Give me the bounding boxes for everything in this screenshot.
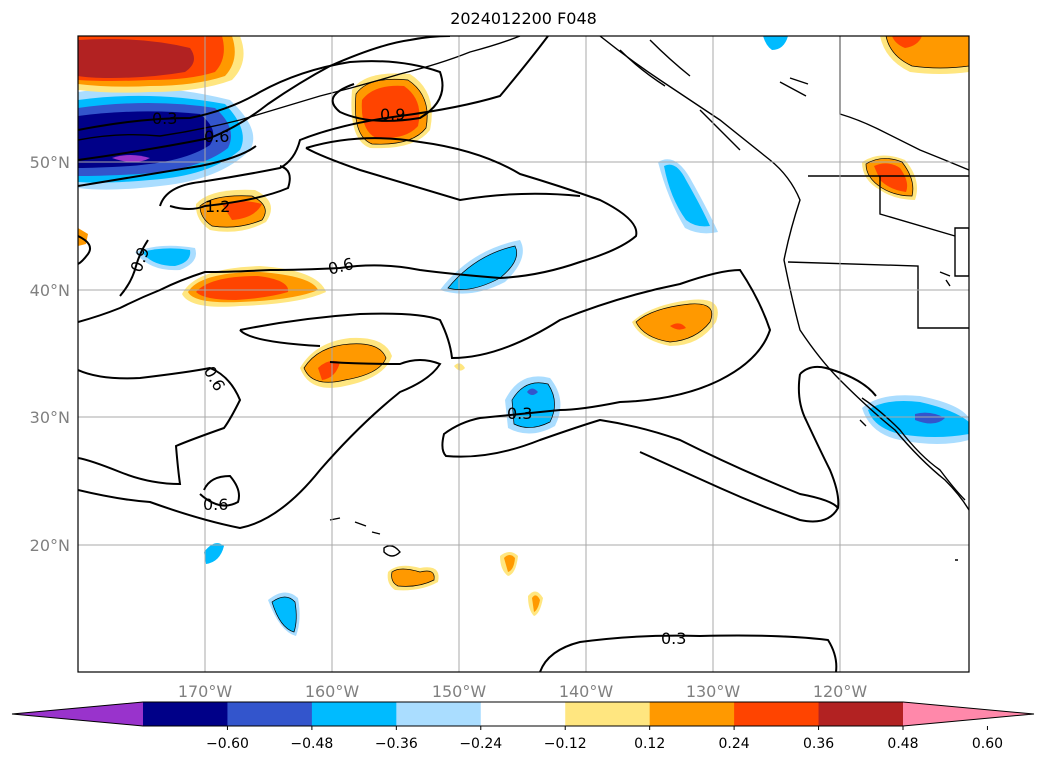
colorbar-tick-label: −0.36 — [375, 736, 418, 752]
colorbar-segment — [649, 702, 735, 726]
gridlines — [78, 36, 969, 672]
lon-label: 120°W — [813, 682, 868, 701]
colorbar-extend-high — [903, 702, 1034, 726]
colorbar: −0.60 −0.48 −0.36 −0.24 −0.12 0.12 0.24 0.36 0.4… — [11, 701, 1035, 752]
contour-label: 0.3 — [507, 404, 532, 423]
contour-outlines-thin — [199, 36, 969, 633]
colorbar-tick-label: −0.48 — [290, 736, 333, 752]
colorbar-tick-label: −0.24 — [459, 736, 502, 752]
map-frame — [77, 35, 970, 673]
lon-label: 160°W — [305, 682, 360, 701]
lon-label: 150°W — [432, 682, 487, 701]
colorbar-segment — [480, 702, 566, 726]
colorbar-segment — [396, 702, 482, 726]
map-plot-area: 0.3 0.6 1.2 0.9 0.9 0.6 0.6 0.3 0.6 0.3 — [78, 36, 969, 672]
coastlines — [78, 36, 969, 561]
colorbar-segment — [311, 702, 397, 726]
lat-label: 30°N — [30, 408, 70, 427]
colorbar-segment — [818, 702, 904, 726]
lon-label: 140°W — [559, 682, 614, 701]
positive-anomaly-fill — [78, 36, 969, 616]
map-title: 2024012200 F048 — [450, 9, 597, 28]
colorbar-segment — [227, 702, 313, 726]
colorbar-segment — [734, 702, 820, 726]
lat-label: 20°N — [30, 536, 70, 555]
colorbar-tick-label: 0.60 — [972, 736, 1003, 752]
contour-label: 0.9 — [380, 105, 405, 124]
contour-label: 0.6 — [203, 495, 228, 514]
colorbar-tick-label: −0.60 — [206, 736, 249, 752]
contour-label: 0.3 — [152, 109, 177, 128]
colorbar-tick-label: 0.36 — [803, 736, 834, 752]
colorbar-tick-label: 0.48 — [887, 736, 918, 752]
contour-label: 0.3 — [661, 629, 686, 648]
colorbar-extend-low — [12, 702, 143, 726]
colorbar-tick-label: 0.24 — [719, 736, 750, 752]
colorbar-outline — [11, 701, 1035, 727]
colorbar-tick-label: −0.12 — [544, 736, 587, 752]
contour-label: 1.2 — [205, 197, 230, 216]
lon-label: 130°W — [686, 682, 741, 701]
colorbar-segment — [143, 702, 228, 726]
contour-label: 0.6 — [204, 127, 229, 146]
contour-lines — [78, 36, 877, 672]
lon-label: 170°W — [178, 682, 233, 701]
lat-label: 50°N — [30, 153, 70, 172]
lat-label: 40°N — [30, 281, 70, 300]
colorbar-segment — [565, 702, 651, 726]
colorbar-tick-label: 0.12 — [634, 736, 665, 752]
